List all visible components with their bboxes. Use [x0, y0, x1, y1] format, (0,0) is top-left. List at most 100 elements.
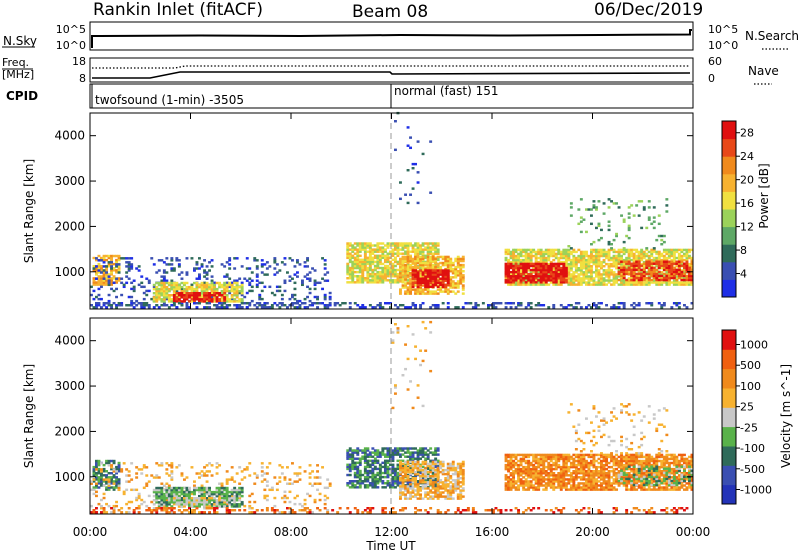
- velocity-cell: [140, 468, 144, 471]
- power-cell: [416, 281, 420, 285]
- velocity-cell: [117, 509, 121, 512]
- power-cell: [559, 256, 563, 260]
- power-cell: [627, 268, 631, 272]
- power-cell: [537, 283, 541, 286]
- power-cell: [434, 265, 438, 269]
- power-cell: [640, 254, 644, 258]
- power-cell: [358, 277, 362, 280]
- power-cell: [102, 256, 106, 260]
- power-cell: [610, 279, 614, 282]
- power-cell: [612, 304, 616, 307]
- velocity-cell: [185, 492, 189, 496]
- power-cell: [321, 277, 325, 280]
- power-cell: [574, 283, 578, 286]
- power-cell: [672, 276, 676, 280]
- power-cell: [240, 292, 244, 295]
- power-cell: [650, 270, 654, 274]
- power-cell: [544, 252, 548, 256]
- power-cell: [562, 252, 566, 256]
- velocity-cell: [363, 475, 367, 479]
- power-cell: [152, 306, 156, 309]
- power-cell: [223, 302, 227, 305]
- power-cell: [248, 283, 252, 287]
- power-cell: [459, 274, 463, 277]
- power-cell: [228, 283, 232, 287]
- power-cell: [419, 272, 423, 275]
- velocity-cell: [165, 492, 169, 496]
- power-cell: [117, 271, 121, 274]
- power-cell: [665, 281, 669, 284]
- velocity-cell: [356, 457, 360, 460]
- power-cell: [620, 258, 624, 262]
- power-cell: [401, 248, 405, 251]
- power-cell: [411, 261, 415, 265]
- power-cell: [177, 263, 181, 266]
- power-cell: [439, 255, 443, 259]
- power-cell: [100, 277, 103, 280]
- power-cell: [303, 306, 307, 309]
- velocity-cell: [215, 505, 219, 508]
- velocity-cell: [120, 511, 124, 514]
- power-cell: [223, 275, 227, 278]
- power-cell: [597, 283, 601, 286]
- power-cell: [406, 259, 410, 263]
- velocity-cell: [97, 482, 101, 485]
- power-cell: [95, 302, 98, 305]
- velocity-cell: [210, 492, 214, 496]
- power-cell: [690, 267, 694, 270]
- power-cell: [434, 306, 438, 309]
- velocity-cell: [152, 494, 156, 498]
- power-cell: [597, 238, 601, 242]
- power-cell: [662, 250, 666, 254]
- power-cell: [421, 244, 425, 247]
- power-cell: [416, 292, 420, 295]
- power-cell: [585, 262, 588, 266]
- velocity-cell: [167, 488, 171, 492]
- velocity-cell: [366, 453, 370, 456]
- velocity-cell: [243, 476, 247, 479]
- velocity-cell: [172, 497, 176, 500]
- power-cell: [353, 264, 357, 268]
- velocity-cell: [170, 478, 174, 481]
- power-cell: [419, 261, 423, 265]
- power-cell: [152, 296, 156, 299]
- power-cell: [612, 258, 616, 262]
- power-cell: [582, 265, 586, 268]
- velocity-cell: [386, 453, 390, 456]
- power-cell: [404, 259, 408, 263]
- power-cell: [293, 302, 297, 305]
- velocity-cell: [102, 511, 106, 514]
- velocity-cell: [280, 511, 284, 514]
- power-cell: [205, 302, 209, 305]
- velocity-cell: [165, 490, 169, 494]
- power-cell: [632, 281, 636, 284]
- power-cell: [376, 272, 380, 276]
- velocity-cell: [361, 455, 365, 458]
- power-cell: [660, 306, 664, 309]
- power-cell: [537, 277, 541, 280]
- velocity-cell: [150, 500, 154, 504]
- power-cell: [577, 279, 581, 282]
- power-cell: [386, 279, 390, 282]
- power-cell: [617, 272, 621, 276]
- power-cell: [504, 262, 508, 266]
- velocity-cell: [280, 472, 284, 475]
- power-cell: [160, 287, 164, 291]
- power-cell: [512, 264, 516, 268]
- velocity-cell: [394, 449, 397, 452]
- power-cell: [353, 260, 357, 264]
- power-cell: [152, 298, 156, 301]
- power-cell: [170, 300, 174, 303]
- velocity-cell: [110, 482, 114, 485]
- power-cell: [431, 277, 435, 280]
- power-cell: [421, 279, 425, 282]
- velocity-cell: [391, 453, 395, 456]
- power-cell: [529, 248, 533, 252]
- power-cell: [607, 269, 611, 272]
- power-cell: [642, 278, 646, 282]
- power-cell: [371, 281, 375, 284]
- velocity-cell: [386, 473, 390, 477]
- velocity-cell: [356, 467, 360, 471]
- power-cell: [386, 270, 390, 274]
- power-cell: [559, 268, 563, 272]
